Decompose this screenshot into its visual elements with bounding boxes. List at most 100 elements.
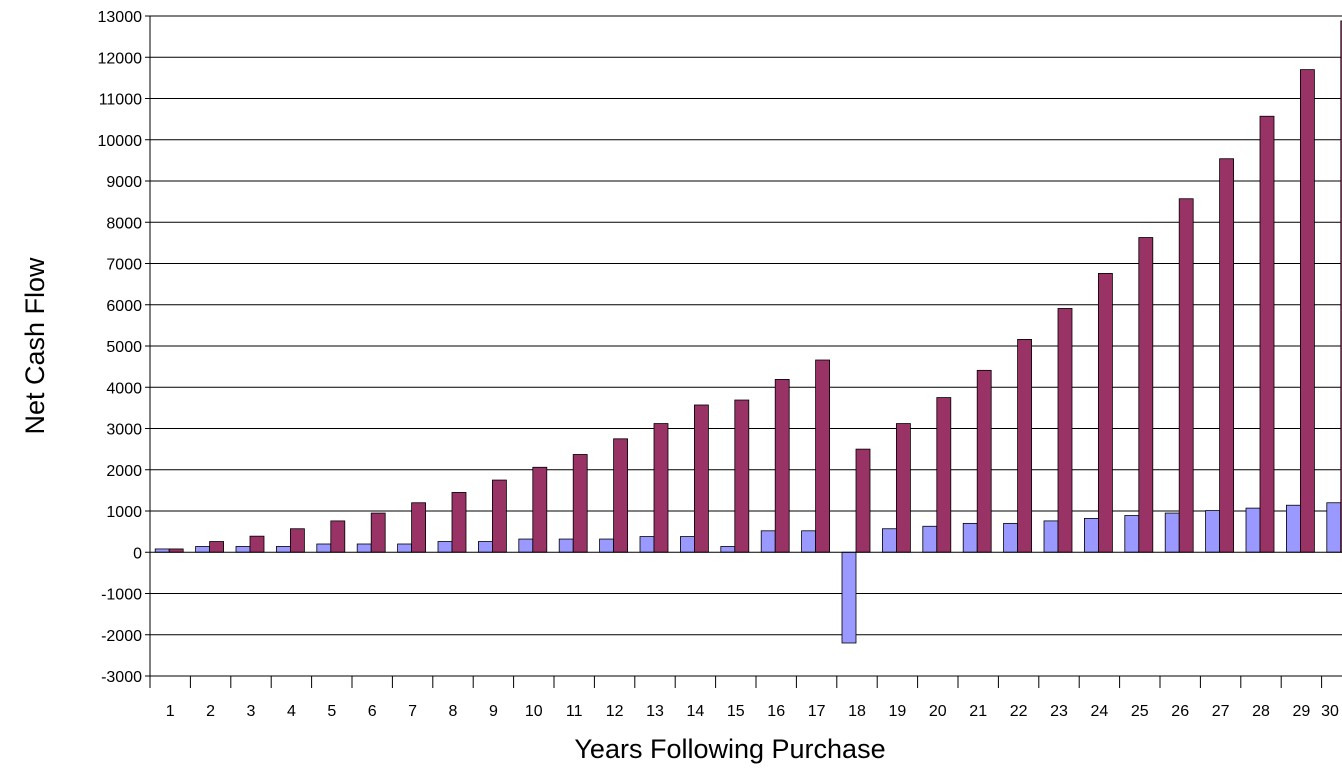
bar-series-1-year-22 [1003, 522, 1018, 553]
bar-series-2-year-8 [451, 492, 467, 553]
bar-series-2-year-2 [209, 541, 225, 553]
bar-series-2-year-30 [1340, 20, 1342, 553]
bar-series-2-year-26 [1178, 198, 1194, 553]
bar-series-2-year-7 [411, 502, 427, 553]
y-tick-label: -1000 [101, 587, 142, 604]
x-tick-label: 11 [566, 703, 583, 720]
bar-series-1-year-15 [720, 546, 736, 553]
x-tick-label: 20 [929, 703, 947, 720]
gridlines [150, 15, 1342, 677]
x-tick-label: 4 [287, 703, 296, 720]
bar-series-1-year-10 [518, 538, 534, 553]
bar-series-2-year-21 [976, 369, 992, 553]
x-tick-label: 1 [166, 703, 175, 720]
bar-series-2-year-22 [1017, 338, 1032, 553]
x-tick-label: 26 [1171, 703, 1189, 720]
bar-series-1-year-13 [639, 536, 655, 553]
bar-series-1-year-25 [1124, 515, 1140, 553]
y-tick-label: 3000 [106, 422, 142, 439]
x-axis-title: Years Following Purchase [574, 734, 885, 764]
y-tick-label: 4000 [106, 380, 142, 397]
x-tick-label: 17 [808, 703, 826, 720]
x-tick-label: 19 [889, 703, 907, 720]
bar-series-2-year-12 [613, 438, 628, 553]
bar-series-2-year-16 [774, 379, 790, 553]
y-tick-label: 9000 [106, 174, 142, 191]
x-tick-label: 29 [1293, 703, 1311, 720]
bar-series-2-year-5 [330, 520, 346, 553]
x-tick-label: 14 [687, 703, 705, 720]
x-tick-labels: 1 2 3 4 5 6 7 8 9 10 11 12 13 14 15 16 17 18 19 20 21 22 23 24 2… [166, 703, 1339, 720]
bar-series-1-year-11 [558, 538, 574, 553]
bar-series-1-year-29 [1286, 504, 1301, 553]
y-tick-label: -2000 [101, 628, 142, 645]
bar-series-2-year-17 [815, 359, 830, 553]
bar-series-1-year-24 [1084, 518, 1099, 553]
x-tick-label: 16 [767, 703, 785, 720]
y-tick-label: 11000 [99, 92, 142, 109]
bar-series-2-year-24 [1098, 272, 1113, 553]
bar-series-1-year-26 [1164, 512, 1180, 553]
y-axis-title: Net Cash Flow [20, 257, 50, 435]
bar-series-1-year-27 [1205, 510, 1220, 553]
x-tick-label: 23 [1050, 703, 1068, 720]
x-tick-label: 25 [1131, 703, 1149, 720]
x-tick-label: 22 [1010, 703, 1028, 720]
x-tick-label: 28 [1252, 703, 1270, 720]
bar-series-2-year-13 [653, 423, 669, 553]
x-tick-label: 24 [1091, 703, 1109, 720]
bar-series-1-year-6 [356, 543, 372, 553]
bar-series-2-year-18 [855, 448, 871, 553]
y-tick-labels: -3000 -2000 -1000 0 1000 2000 3000 4000 5000 6000… [98, 9, 143, 686]
bar-series-2-year-28 [1259, 115, 1275, 553]
x-tick-label: 27 [1212, 703, 1230, 720]
bar-series-2-year-19 [896, 423, 911, 553]
bar-series-1-year-4 [275, 546, 291, 553]
bar-series-2-year-27 [1219, 158, 1234, 553]
y-tick-label: 10000 [98, 133, 143, 150]
x-tick-label: 15 [727, 703, 745, 720]
bar-series-1-year-16 [760, 530, 776, 553]
y-tick-label: 8000 [106, 215, 142, 232]
bar-series-1-year-14 [680, 536, 695, 553]
bar-series-2-year-3 [249, 535, 265, 553]
bar-series-2-year-4 [289, 528, 305, 553]
y-tick-label: 7000 [106, 257, 142, 274]
x-tick-label: 3 [247, 703, 256, 720]
x-tick-label: 9 [489, 703, 498, 720]
bar-series-1-year-17 [801, 530, 816, 553]
y-tick-label: 6000 [106, 298, 142, 315]
bar-series-1-year-7 [397, 543, 413, 553]
bar-series-1-year-21 [962, 522, 978, 553]
bar-series-2-year-10 [532, 466, 548, 553]
bar-series-2-year-11 [572, 454, 588, 553]
x-tick-label: 6 [368, 703, 377, 720]
bar-series-2-year-14 [694, 404, 709, 553]
bar-series-2-year-23 [1057, 308, 1073, 553]
y-tick-label: 5000 [106, 339, 142, 356]
bar-series-1-year-19 [882, 528, 897, 553]
x-tick-label: 18 [848, 703, 866, 720]
x-tick-label: 2 [206, 703, 215, 720]
bar-series-1-year-28 [1245, 507, 1261, 553]
bar-series-2-year-9 [491, 479, 507, 553]
bar-series-2-year-20 [936, 397, 952, 553]
y-tick-label: 2000 [106, 463, 142, 480]
bar-series-1-year-12 [599, 538, 614, 553]
bars [154, 20, 1342, 644]
axes [145, 15, 1342, 688]
bar-series-2-year-29 [1300, 69, 1315, 553]
x-tick-label: 12 [606, 703, 624, 720]
bar-series-1-year-2 [195, 546, 211, 553]
bar-series-1-year-3 [235, 546, 251, 553]
bar-series-1-year-9 [477, 541, 493, 553]
x-tick-label: 7 [408, 703, 417, 720]
y-tick-label: -3000 [101, 669, 142, 686]
bar-series-1-year-18 [841, 551, 857, 644]
y-tick-label: 1000 [106, 504, 142, 521]
x-tick-label: 21 [969, 703, 987, 720]
bar-series-1-year-23 [1043, 520, 1059, 553]
x-tick-label: 8 [449, 703, 458, 720]
x-tick-label: 10 [525, 703, 543, 720]
